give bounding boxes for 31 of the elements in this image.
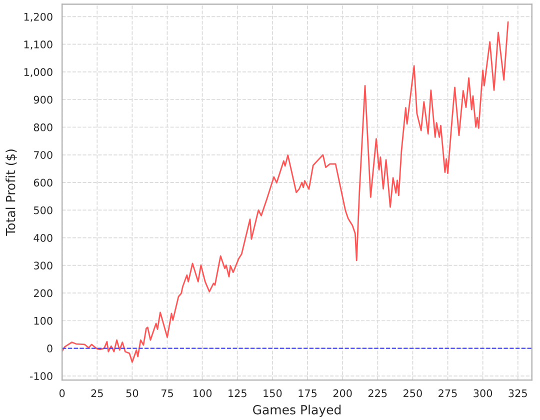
y-tick-label: 0: [47, 344, 52, 352]
x-tick-label: 50: [126, 389, 138, 398]
y-tick-label: 200: [34, 289, 52, 298]
x-tick-label: 150: [264, 389, 282, 398]
y-tick-label: 1,100: [24, 40, 52, 50]
y-tick-label: 1,000: [24, 68, 52, 78]
x-tick-label: 300: [474, 389, 492, 398]
x-tick-label: 175: [298, 389, 317, 398]
y-tick-label: 1,200: [24, 12, 52, 22]
x-tick-label: 225: [368, 389, 387, 398]
x-tick-label: 125: [228, 389, 246, 398]
x-axis-title: Games Played: [253, 404, 341, 417]
x-tick-label: 325: [508, 389, 527, 398]
x-tick-label: 200: [333, 389, 352, 398]
x-tick-label: 0: [59, 389, 65, 398]
y-tick-label: 700: [34, 151, 52, 159]
y-tick-label: 500: [34, 206, 52, 214]
x-tick-label: 100: [194, 389, 212, 398]
x-tick-label: 275: [438, 389, 457, 398]
y-tick-label: 800: [34, 123, 52, 132]
y-tick-label: -100: [30, 372, 52, 380]
line-series: [62, 21, 509, 363]
y-axis-title: Total Profit ($): [6, 150, 17, 236]
y-tick-label: 300: [34, 262, 52, 270]
y-tick-label: 900: [34, 96, 52, 104]
x-tick-label: 250: [404, 389, 422, 398]
x-tick-label: 75: [162, 389, 173, 398]
x-tick-label: 25: [91, 389, 103, 398]
y-tick-label: 400: [34, 234, 52, 242]
y-tick-label: 600: [34, 178, 52, 187]
y-tick-label: 100: [34, 316, 52, 325]
